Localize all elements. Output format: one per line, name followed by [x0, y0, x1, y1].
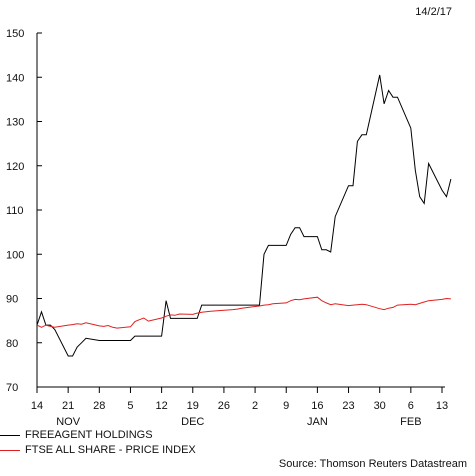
series-lines	[36, 74, 452, 357]
date-stamp: 14/2/17	[415, 6, 452, 18]
y-tick-label: 140	[6, 72, 24, 84]
x-tick-label: 16	[311, 400, 323, 412]
x-tick-label: 12	[155, 400, 167, 412]
x-month-label: JAN	[307, 416, 328, 428]
x-tick-label: 6	[408, 400, 414, 412]
x-tick-label: 26	[218, 400, 230, 412]
legend-label-ftse: FTSE ALL SHARE - PRICE INDEX	[25, 444, 196, 456]
x-tick-label: 23	[342, 400, 354, 412]
x-month-label: NOV	[56, 416, 81, 428]
legend-swatch-freeagent	[0, 435, 20, 436]
x-tick-label: 14	[31, 400, 43, 412]
x-tick-label: 30	[374, 400, 386, 412]
x-tick-label: 19	[187, 400, 199, 412]
x-tick-label: 13	[436, 400, 448, 412]
legend: FREEAGENT HOLDINGS FTSE ALL SHARE - PRIC…	[0, 428, 300, 458]
axis-ticks: 70 80 90 100 110 120 130 140 150 14 21 28 5 12 19 26 2 9 1…	[6, 28, 448, 428]
legend-item-ftse: FTSE ALL SHARE - PRICE INDEX	[0, 443, 300, 458]
x-tick-label: 21	[62, 400, 74, 412]
y-tick-label: 90	[6, 294, 18, 306]
legend-label-freeagent: FREEAGENT HOLDINGS	[25, 429, 153, 441]
x-tick-label: 5	[127, 400, 133, 412]
y-tick-label: 110	[6, 205, 24, 217]
x-tick-label: 2	[252, 400, 258, 412]
y-tick-label: 70	[6, 382, 18, 394]
y-tick-label: 80	[6, 338, 18, 350]
y-tick-label: 150	[6, 28, 24, 40]
source-note: Source: Thomson Reuters Datastream	[278, 458, 467, 470]
x-month-label: DEC	[181, 416, 204, 428]
x-tick-label: 9	[283, 400, 289, 412]
series-line-ftse	[36, 296, 451, 329]
y-tick-label: 120	[6, 161, 24, 173]
series-line-freeagent	[36, 74, 452, 357]
x-month-label: FEB	[400, 416, 421, 428]
x-tick-label: 28	[93, 400, 105, 412]
axes	[36, 33, 445, 388]
legend-swatch-ftse	[0, 450, 20, 451]
y-tick-label: 130	[6, 117, 24, 129]
legend-item-freeagent: FREEAGENT HOLDINGS	[0, 428, 300, 443]
y-tick-label: 100	[6, 249, 24, 261]
